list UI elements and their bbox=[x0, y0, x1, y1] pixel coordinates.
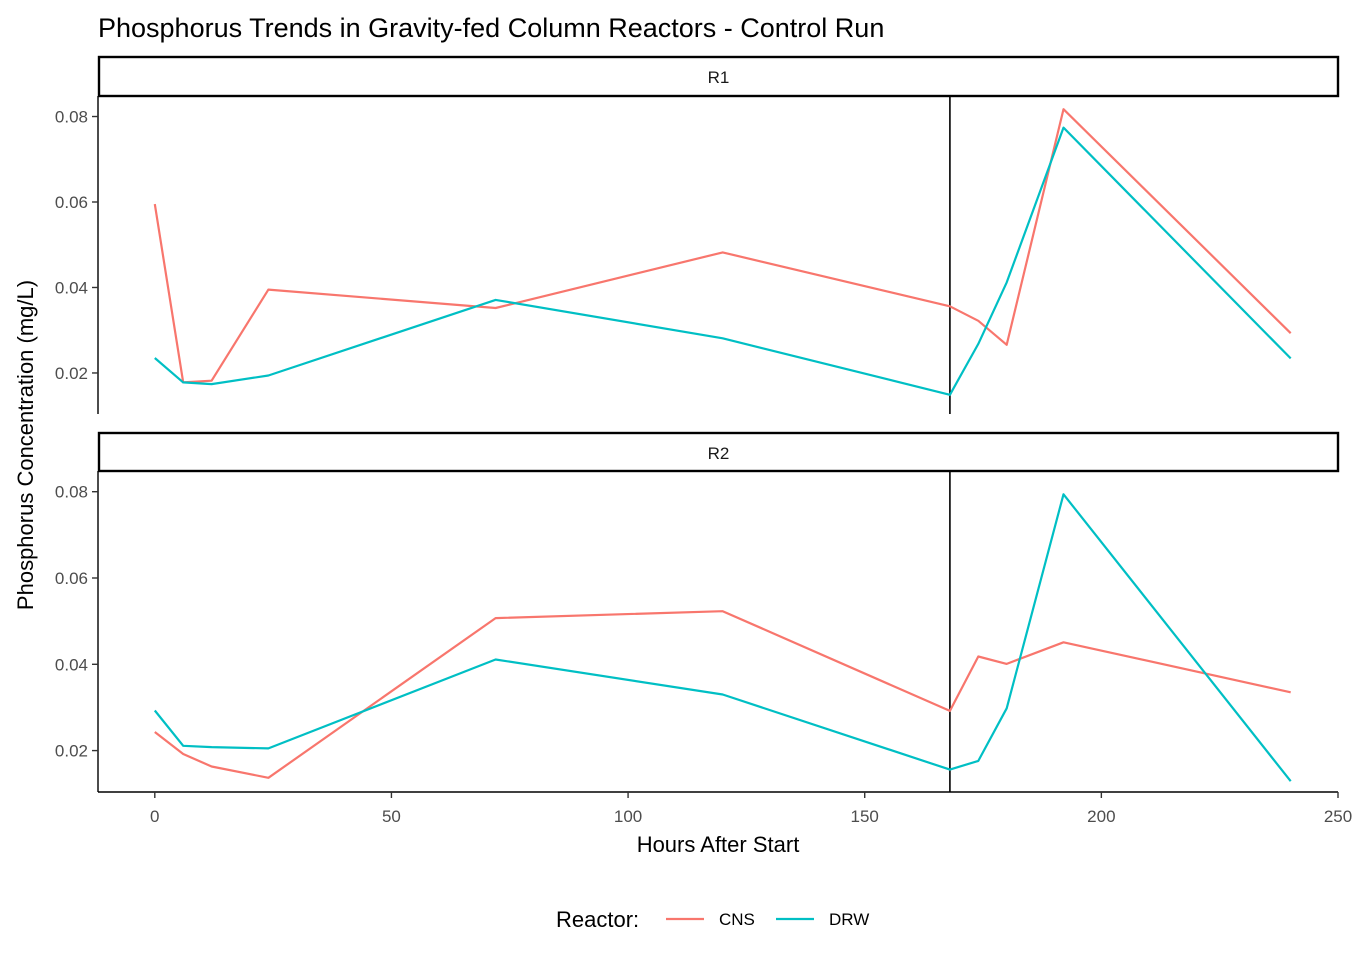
x-tick-label: 0 bbox=[150, 807, 159, 826]
strip-r1 bbox=[97, 55, 1340, 98]
y-axis-title: Phosphorus Concentration (mg/L) bbox=[13, 280, 38, 610]
chart-title: Phosphorus Trends in Gravity-fed Column … bbox=[98, 13, 884, 43]
series-lines-r2 bbox=[153, 493, 1292, 782]
series-line-drw-r2 bbox=[153, 493, 1292, 782]
y-tick-label: 0.06 bbox=[55, 569, 88, 588]
x-tick-label: 50 bbox=[382, 807, 401, 826]
panel-r2: R2 0.02 0.04 0.06 0.08 0 50 100 150 200 250 bbox=[55, 431, 1352, 826]
series-lines-r1 bbox=[153, 108, 1292, 396]
strip-label-r2: R2 bbox=[708, 444, 730, 463]
y-tick-label: 0.04 bbox=[55, 655, 88, 674]
x-ticks: 0 50 100 150 200 250 bbox=[150, 792, 1352, 826]
legend-label-drw: DRW bbox=[829, 910, 869, 929]
legend-title: Reactor: bbox=[556, 907, 639, 932]
x-tick-label: 250 bbox=[1324, 807, 1352, 826]
strip-label-r1: R1 bbox=[708, 68, 730, 87]
x-tick-label: 150 bbox=[851, 807, 879, 826]
series-line-cns-r2 bbox=[154, 610, 1291, 779]
panel-r1: R1 0.02 0.04 0.06 0.08 bbox=[55, 55, 1340, 414]
y-tick-label: 0.02 bbox=[55, 742, 88, 761]
x-tick-label: 100 bbox=[614, 807, 642, 826]
legend-label-cns: CNS bbox=[719, 910, 755, 929]
y-tick-label: 0.08 bbox=[55, 108, 88, 127]
legend: Reactor: CNS DRW bbox=[556, 907, 869, 932]
series-line-cns-r1 bbox=[153, 108, 1292, 384]
y-ticks-r2: 0.02 0.04 0.06 0.08 bbox=[55, 483, 98, 761]
y-tick-label: 0.08 bbox=[55, 483, 88, 502]
y-tick-label: 0.04 bbox=[55, 278, 88, 297]
x-tick-label: 200 bbox=[1087, 807, 1115, 826]
y-ticks-r1: 0.02 0.04 0.06 0.08 bbox=[55, 108, 98, 383]
series-line-drw-r1 bbox=[154, 126, 1292, 396]
x-axis-title: Hours After Start bbox=[637, 832, 800, 857]
y-tick-label: 0.02 bbox=[55, 364, 88, 383]
y-tick-label: 0.06 bbox=[55, 193, 88, 212]
strip-r2 bbox=[97, 431, 1340, 473]
